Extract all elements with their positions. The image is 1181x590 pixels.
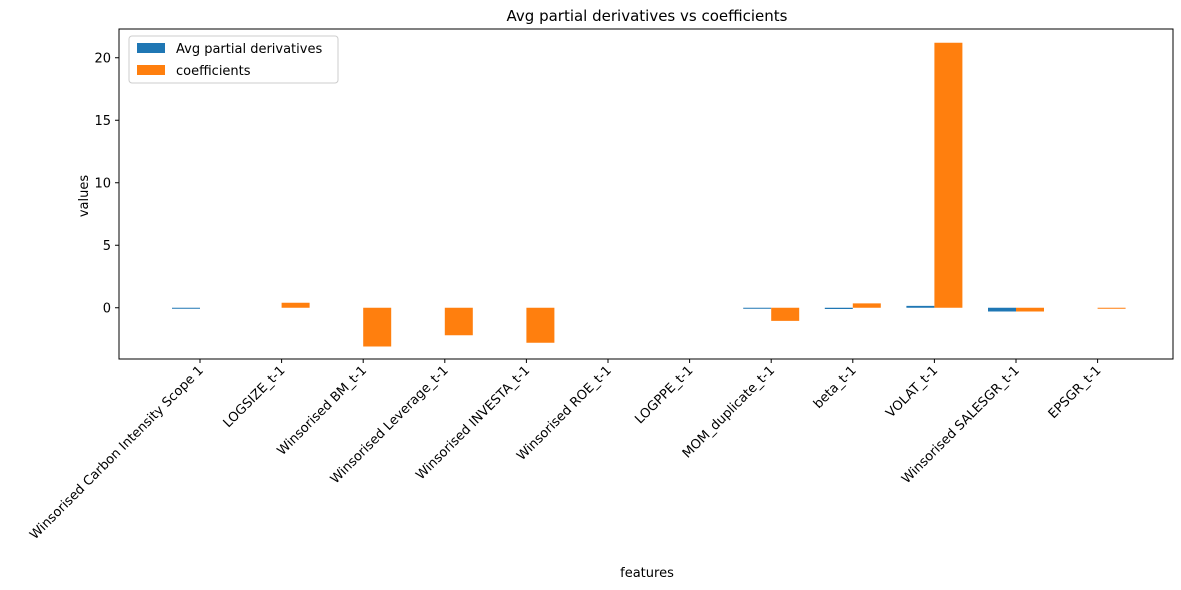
- bar-coefficients-9: [934, 42, 963, 308]
- bar-avg-partial-derivatives-0: [172, 307, 200, 309]
- bars-group: [172, 42, 1126, 347]
- x-tick-label-7: MOM_duplicate_t-1: [680, 363, 778, 461]
- bar-coefficients-2: [363, 307, 392, 347]
- x-tick-label-8: beta_t-1: [811, 363, 860, 412]
- bar-coefficients-10: [1016, 307, 1044, 312]
- bar-coefficients-7: [771, 307, 800, 321]
- bar-avg-partial-derivatives-7: [743, 307, 772, 309]
- x-tick-label-11: EPSGR_t-1: [1046, 363, 1105, 422]
- x-axis-ticks: Winsorised Carbon Intensity Scope 1 LOGSI…: [27, 359, 1104, 543]
- bar-coefficients-11: [1097, 307, 1126, 309]
- legend-swatch-avg-partial-derivatives: [137, 43, 165, 53]
- x-axis-label: features: [620, 566, 674, 581]
- bar-avg-partial-derivatives-9: [906, 305, 935, 308]
- x-tick-label-0: Winsorised Carbon Intensity Scope 1: [27, 363, 207, 543]
- x-tick-label-6: LOGPPE_t-1: [632, 363, 696, 427]
- y-tick-label-1: 5: [103, 239, 111, 254]
- bar-coefficients-8: [852, 303, 881, 308]
- bar-coefficients-3: [444, 307, 473, 336]
- legend-swatch-coefficients: [137, 65, 165, 75]
- y-tick-label-3: 15: [94, 114, 111, 129]
- legend-box: [128, 35, 339, 84]
- bar-avg-partial-derivatives-10: [988, 307, 1016, 312]
- legend-label-avg-partial-derivatives: Avg partial derivatives: [176, 42, 322, 57]
- legend-label-coefficients: coefficients: [176, 64, 251, 79]
- legend: Avg partial derivatives coefficients: [128, 35, 339, 84]
- bar-coefficients-4: [526, 307, 555, 343]
- y-tick-label-2: 10: [94, 176, 111, 191]
- x-tick-label-1: LOGSIZE_t-1: [221, 363, 289, 431]
- y-axis-label: values: [77, 175, 92, 218]
- chart-title: Avg partial derivatives vs coefficients: [507, 7, 788, 25]
- y-tick-label-4: 20: [94, 51, 111, 66]
- bar-avg-partial-derivatives-8: [824, 307, 853, 309]
- bar-coefficients-1: [281, 302, 310, 308]
- y-axis-ticks: 0 5 10 15 20: [94, 51, 119, 316]
- plot-area: [118, 28, 1174, 360]
- x-tick-label-2: Winsorised BM_t-1: [275, 363, 370, 458]
- x-tick-label-5: Winsorised ROE_t-1: [514, 363, 615, 464]
- x-tick-label-9: VOLAT_t-1: [883, 363, 941, 421]
- y-tick-label-0: 0: [103, 301, 111, 316]
